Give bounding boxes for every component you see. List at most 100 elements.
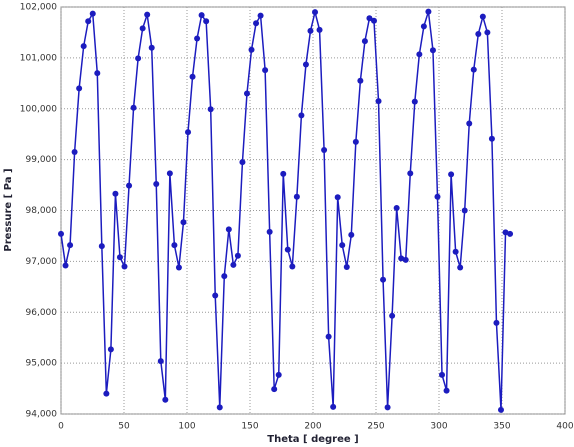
data-point [89, 10, 96, 17]
data-point [393, 204, 400, 211]
data-point [330, 403, 337, 410]
data-point [307, 27, 314, 34]
data-point [484, 29, 491, 36]
data-point [470, 66, 477, 73]
data-point [466, 120, 473, 127]
data-point [80, 43, 87, 50]
data-point [153, 181, 160, 188]
x-axis-title: Theta [ degree ] [267, 434, 358, 445]
data-point [216, 404, 223, 411]
data-point [420, 23, 427, 30]
y-tick-label: 101,000 [20, 53, 57, 63]
data-point [135, 55, 142, 62]
data-point [116, 254, 123, 261]
data-point [144, 11, 151, 18]
data-point [502, 229, 509, 236]
data-point [411, 98, 418, 105]
data-point [475, 30, 482, 37]
y-tick-label: 94,000 [26, 410, 58, 420]
data-point [275, 371, 282, 378]
data-point [321, 146, 328, 153]
data-point [148, 44, 155, 51]
y-axis-title: Pressure [ Pa ] [3, 168, 14, 251]
data-point [443, 387, 450, 394]
data-point [257, 12, 264, 19]
data-point [253, 20, 260, 27]
data-point [239, 159, 246, 166]
data-point [370, 17, 377, 24]
data-point [207, 106, 214, 113]
data-point [107, 346, 114, 353]
data-point [221, 273, 228, 280]
data-point [185, 129, 192, 136]
data-point [407, 170, 414, 177]
data-point [448, 171, 455, 178]
data-point [98, 243, 105, 250]
data-point [76, 85, 83, 92]
data-point [103, 390, 110, 397]
data-point [130, 104, 137, 111]
data-point [121, 263, 128, 270]
data-point [289, 263, 296, 270]
data-point [180, 219, 187, 226]
data-point [343, 263, 350, 270]
data-point [262, 67, 269, 74]
data-point [302, 61, 309, 68]
data-point [325, 333, 332, 340]
data-point [398, 255, 405, 262]
data-point [175, 264, 182, 271]
data-point [280, 170, 287, 177]
y-tick-label: 99,000 [26, 155, 58, 165]
x-tick-label: 300 [430, 422, 447, 432]
data-point [493, 319, 500, 326]
data-point [352, 138, 359, 145]
data-point [162, 396, 169, 403]
data-point [339, 242, 346, 249]
x-tick-label: 150 [241, 422, 258, 432]
data-point [71, 148, 78, 155]
y-tick-label: 95,000 [26, 359, 58, 369]
x-tick-label: 200 [304, 422, 321, 432]
data-point [366, 15, 373, 22]
data-point [429, 47, 436, 54]
data-point [293, 193, 300, 200]
data-point [461, 207, 468, 214]
y-tick-label: 98,000 [26, 206, 58, 216]
data-point [452, 248, 459, 255]
data-point [298, 112, 305, 119]
data-point [248, 46, 255, 53]
data-point [234, 252, 241, 259]
data-point [284, 246, 291, 253]
data-point [62, 262, 69, 269]
data-point [94, 70, 101, 77]
data-point [416, 51, 423, 58]
data-point [230, 261, 237, 268]
x-tick-label: 400 [556, 422, 573, 432]
data-point [402, 256, 409, 263]
data-point [85, 18, 92, 25]
data-point [361, 38, 368, 45]
data-point [439, 371, 446, 378]
data-point [171, 242, 178, 249]
data-point [112, 190, 119, 197]
data-point [225, 226, 232, 233]
data-point [507, 230, 514, 237]
data-point [434, 193, 441, 200]
data-point [384, 404, 391, 411]
data-point [243, 90, 250, 97]
data-point [380, 276, 387, 283]
y-tick-label: 102,000 [20, 3, 57, 13]
data-point [479, 13, 486, 20]
data-point [139, 25, 146, 32]
data-point [67, 242, 74, 249]
data-point [198, 12, 205, 19]
data-point [334, 194, 341, 201]
x-tick-label: 100 [178, 422, 195, 432]
data-point [488, 135, 495, 142]
data-point [348, 231, 355, 238]
data-point [194, 35, 201, 42]
data-point [316, 26, 323, 33]
data-line [60, 11, 511, 410]
data-point [375, 98, 382, 105]
